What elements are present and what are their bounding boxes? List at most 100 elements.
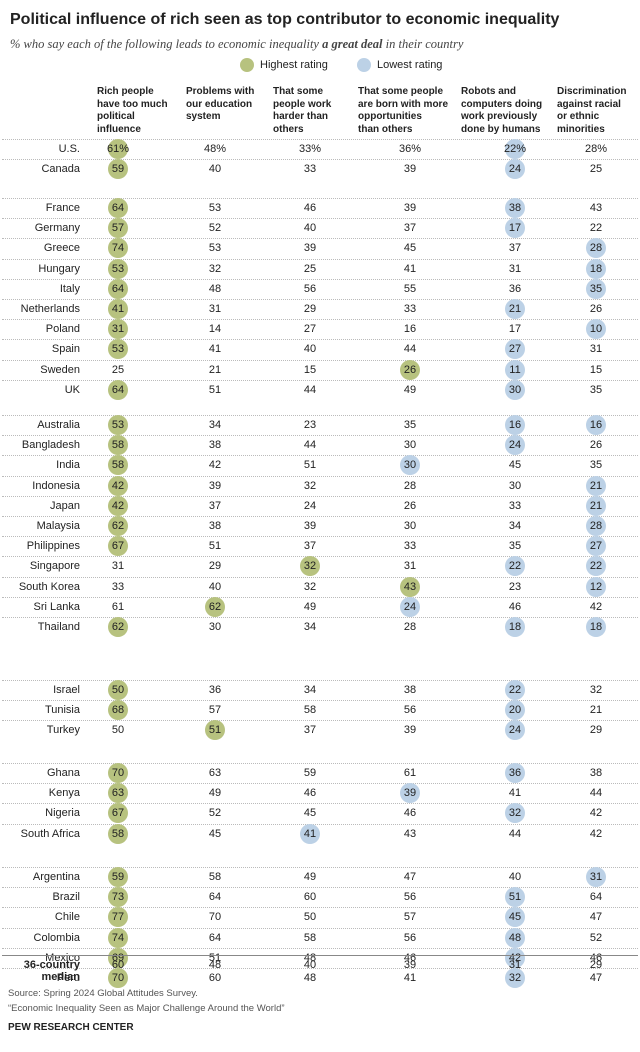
- cell-value: 23: [303, 419, 317, 431]
- row-separator: [2, 139, 638, 140]
- cell-value: 39: [303, 242, 317, 255]
- country-label: Spain: [51, 343, 80, 356]
- cell-value: 24: [508, 163, 522, 176]
- country-label: Italy: [59, 282, 80, 295]
- median-value: 40: [303, 959, 317, 971]
- cell-value: 43: [589, 202, 603, 214]
- column-header: opportunities: [358, 111, 422, 122]
- cell-value: 43: [403, 580, 417, 593]
- cell-value: 58: [303, 931, 317, 944]
- row-separator: [2, 159, 638, 161]
- highlight-circle: [108, 379, 128, 400]
- row-separator: [2, 907, 638, 909]
- cell-value: 41: [208, 343, 222, 356]
- row-separator: [2, 435, 638, 437]
- highlight-circle: [505, 907, 525, 928]
- country-label: Israel: [53, 684, 80, 696]
- cell-value: 51: [208, 383, 222, 396]
- highlight-circle: [108, 887, 128, 908]
- country-label: Japan: [50, 499, 80, 512]
- highlight-circle: [505, 803, 525, 824]
- cell-value: 11: [509, 363, 521, 376]
- cell-value: 39: [403, 202, 417, 214]
- cell-value: 25: [589, 163, 603, 176]
- cell-value: 41: [403, 262, 417, 275]
- cell-value: 61%: [106, 143, 130, 155]
- highlight-circle: [108, 198, 128, 218]
- cell-value: 46: [403, 807, 417, 820]
- highlight-circle: [400, 596, 420, 617]
- highlight-circle: [108, 339, 128, 360]
- column-header: people work: [273, 98, 332, 110]
- column-header: minorities: [557, 123, 605, 135]
- cell-value: 64: [111, 282, 125, 295]
- cell-value: 22%: [503, 143, 527, 155]
- cell-value: 62: [208, 600, 222, 613]
- cell-value: 33%: [298, 143, 322, 155]
- cell-value: 39: [303, 520, 317, 532]
- highlight-circle: [108, 803, 128, 824]
- cell-value: 18: [508, 621, 522, 633]
- legend-swatch: [357, 58, 371, 72]
- highlight-circle: [108, 495, 128, 516]
- cell-value: 25: [111, 363, 125, 376]
- row-separator: [2, 299, 638, 300]
- cell-value: 67: [111, 540, 125, 553]
- cell-value: 28: [403, 621, 417, 633]
- row-separator: [2, 617, 638, 618]
- cell-value: 26: [403, 499, 417, 512]
- cell-value: 40: [208, 580, 222, 593]
- cell-value: 70: [208, 911, 222, 924]
- cell-value: 34: [508, 520, 522, 532]
- cell-value: 22: [589, 560, 603, 573]
- row-separator: [2, 596, 638, 598]
- row-separator: [2, 379, 638, 381]
- cell-value: 77: [111, 911, 125, 924]
- cell-value: 51: [303, 459, 317, 472]
- row-separator: [2, 455, 638, 457]
- cell-value: 31: [508, 262, 522, 275]
- cell-value: 32: [508, 807, 522, 820]
- cell-value: 46: [508, 600, 522, 613]
- column-header: Robots and: [461, 86, 516, 97]
- cell-value: 62: [111, 520, 125, 532]
- cell-value: 26: [403, 363, 417, 376]
- cell-value: 31: [589, 343, 603, 356]
- row-separator: [2, 823, 638, 825]
- cell-value: 57: [208, 704, 222, 717]
- cell-value: 15: [589, 363, 603, 376]
- country-label: Poland: [45, 323, 80, 336]
- cell-value: 34: [303, 621, 317, 633]
- cell-value: 35: [589, 282, 603, 295]
- cell-value: 30: [208, 621, 222, 633]
- cell-value: 31: [111, 323, 125, 336]
- cell-value: 37: [403, 222, 417, 235]
- cell-value: 48%: [203, 143, 227, 155]
- country-label: Chile: [54, 911, 80, 924]
- country-label: UK: [64, 383, 80, 396]
- cell-value: 48: [303, 951, 317, 964]
- cell-value: 43: [403, 827, 417, 840]
- column-header: That some: [273, 86, 324, 97]
- cell-value: 62: [111, 621, 125, 633]
- row-separator: [2, 803, 638, 805]
- median-value: 29: [589, 959, 603, 971]
- row-separator: [2, 415, 638, 416]
- row-separator: [2, 955, 638, 956]
- cell-value: 42: [508, 951, 522, 964]
- column-header: influence: [97, 123, 141, 135]
- cell-value: 31: [403, 560, 417, 573]
- cell-value: 32: [208, 262, 222, 275]
- country-label: Peru: [56, 972, 80, 984]
- cell-value: 35: [508, 540, 522, 553]
- cell-value: 61: [403, 767, 417, 779]
- cell-value: 50: [111, 684, 125, 696]
- cell-value: 38: [208, 439, 222, 452]
- highlight-circle: [586, 278, 606, 299]
- cell-value: 56: [403, 931, 417, 944]
- cell-value: 31: [111, 560, 125, 573]
- highlight-circle: [400, 783, 420, 804]
- cell-value: 33: [111, 580, 125, 593]
- cell-value: 21: [589, 499, 603, 512]
- cell-value: 34: [208, 419, 222, 431]
